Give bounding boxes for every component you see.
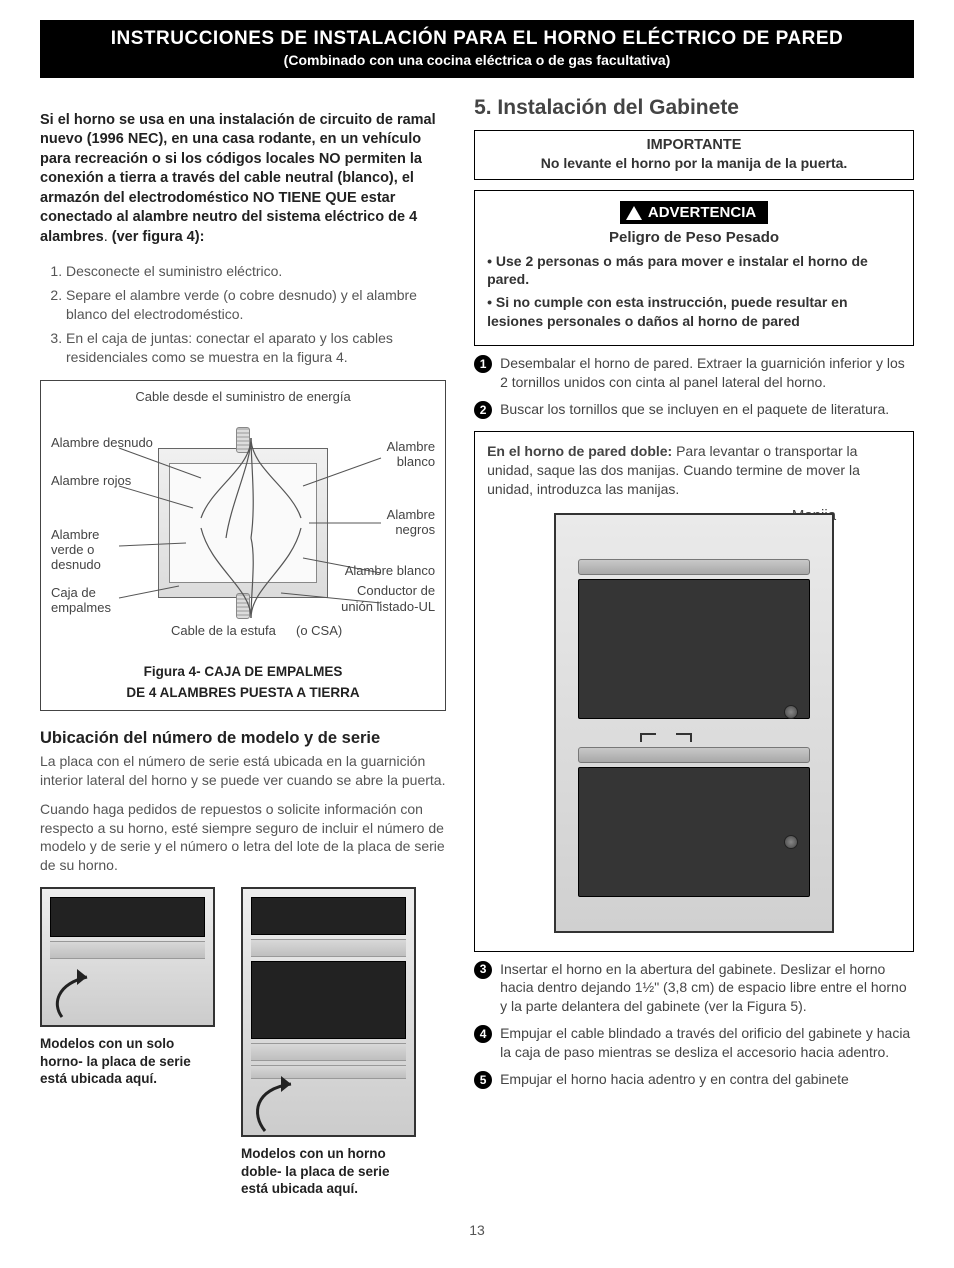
intro-paragraph: Si el horno se usa en una instalación de… bbox=[40, 111, 446, 248]
page: INSTRUCCIONES DE INSTALACIÓN PARA EL HOR… bbox=[0, 0, 954, 1268]
step-5: 5 Empujar el horno hacia adentro y en co… bbox=[474, 1070, 914, 1089]
fig4-top-label: Cable desde el suministro de energía bbox=[51, 389, 435, 404]
double-oven-figure: Manija bbox=[554, 513, 834, 933]
step-num-2-icon: 2 bbox=[474, 401, 492, 419]
step-4: 4 Empujar el cable blindado a través del… bbox=[474, 1024, 914, 1062]
double-oven-note-text: En el horno de pared doble: Para levanta… bbox=[487, 442, 901, 499]
fig4-caption-1: Figura 4- CAJA DE EMPALMES bbox=[51, 664, 435, 679]
wiring-step-3: En el caja de juntas: conectar el aparat… bbox=[66, 329, 446, 368]
fig4-label-verde: Alambre verde o desnudo bbox=[51, 528, 121, 573]
fig4-label-blanco-b: Alambre blanco bbox=[345, 564, 435, 579]
single-oven-arrow bbox=[42, 889, 213, 1025]
model-serial-heading: Ubicación del número de modelo y de seri… bbox=[40, 729, 446, 748]
single-oven-caption: Modelos con un solo horno- la placa de s… bbox=[40, 1035, 215, 1088]
warning-bullet-1: Use 2 personas o más para mover e instal… bbox=[487, 252, 901, 290]
double-oven-caption: Modelos con un horno doble- la placa de … bbox=[241, 1145, 416, 1198]
important-title: IMPORTANTE bbox=[485, 137, 903, 153]
fig4-label-estufa: Cable de la estufa bbox=[171, 624, 276, 639]
step-3: 3 Insertar el horno en la abertura del g… bbox=[474, 960, 914, 1017]
fig4-label-blanco-r: Alambre blanco bbox=[355, 440, 435, 470]
left-column: Si el horno se usa en una instalación de… bbox=[40, 96, 446, 1198]
oven-door-bottom bbox=[578, 767, 810, 897]
step-num-5-icon: 5 bbox=[474, 1071, 492, 1089]
fig4-caption-2: DE 4 ALAMBRES PUESTA A TIERRA bbox=[51, 685, 435, 700]
warning-flag-label: ADVERTENCIA bbox=[648, 204, 756, 221]
bracket-icon bbox=[636, 730, 696, 746]
step-num-3-icon: 3 bbox=[474, 961, 492, 979]
double-oven-arrow bbox=[243, 889, 414, 1135]
banner-subtitle: (Combinado con una cocina eléctrica o de… bbox=[50, 52, 904, 68]
step-1: 1 Desembalar el horno de pared. Extraer … bbox=[474, 354, 914, 392]
fig4-label-caja: Caja de empalmes bbox=[51, 586, 131, 616]
fig4-label-conductor1: Conductor de bbox=[357, 584, 435, 599]
warning-subheading: Peligro de Peso Pesado bbox=[487, 229, 901, 246]
double-oven-note-box: En el horno de pared doble: Para levanta… bbox=[474, 431, 914, 952]
fig4-label-csa: (o CSA) bbox=[296, 624, 342, 639]
intro-text: Si el horno se usa en una instalación de… bbox=[40, 112, 436, 245]
fig4-label-negros: Alambre negros bbox=[355, 508, 435, 538]
figure-4-box: Cable desde el suministro de energía bbox=[40, 380, 446, 711]
model-serial-p1: La placa con el número de serie está ubi… bbox=[40, 752, 446, 790]
knob-top bbox=[784, 705, 798, 719]
banner-title: INSTRUCCIONES DE INSTALACIÓN PARA EL HOR… bbox=[50, 28, 904, 50]
step-1-text: Desembalar el horno de pared. Extraer la… bbox=[500, 354, 914, 392]
note-lead: En el horno de pared doble: bbox=[487, 443, 676, 459]
fig4-label-conductor2: unión listado-UL bbox=[341, 600, 435, 615]
page-banner: INSTRUCCIONES DE INSTALACIÓN PARA EL HOR… bbox=[40, 20, 914, 78]
knob-bottom bbox=[784, 835, 798, 849]
oven-door-top bbox=[578, 579, 810, 719]
important-text: No levante el horno por la manija de la … bbox=[485, 155, 903, 171]
fig4-diagram: Alambre desnudo Alambre rojos Alambre ve… bbox=[51, 408, 435, 658]
single-oven-thumb-block: Modelos con un solo horno- la placa de s… bbox=[40, 887, 215, 1088]
step-num-1-icon: 1 bbox=[474, 355, 492, 373]
handle-bar-top bbox=[578, 559, 810, 575]
thumbnail-row: Modelos con un solo horno- la placa de s… bbox=[40, 887, 446, 1198]
important-box: IMPORTANTE No levante el horno por la ma… bbox=[474, 130, 914, 180]
step-2-text: Buscar los tornillos que se incluyen en … bbox=[500, 400, 889, 419]
fig4-label-rojos: Alambre rojos bbox=[51, 474, 131, 489]
warning-bullet-2: Si no cumple con esta instrucción, puede… bbox=[487, 293, 901, 331]
wiring-step-2: Separe el alambre verde (o cobre desnudo… bbox=[66, 286, 446, 325]
warning-bullets: Use 2 personas o más para mover e instal… bbox=[487, 252, 901, 332]
fig4-label-desnudo: Alambre desnudo bbox=[51, 436, 153, 451]
step-num-4-icon: 4 bbox=[474, 1025, 492, 1043]
warning-box: ADVERTENCIA Peligro de Peso Pesado Use 2… bbox=[474, 190, 914, 346]
warning-flag-wrap: ADVERTENCIA bbox=[487, 201, 901, 225]
double-oven-illustration bbox=[241, 887, 416, 1137]
wiring-steps-list: Desconecte el suministro eléctrico. Sepa… bbox=[40, 262, 446, 368]
double-oven-thumb-block: Modelos con un horno doble- la placa de … bbox=[241, 887, 416, 1198]
handle-bar-bottom bbox=[578, 747, 810, 763]
double-oven-cabinet bbox=[554, 513, 834, 933]
warning-triangle-icon bbox=[626, 206, 642, 220]
wiring-step-1: Desconecte el suministro eléctrico. bbox=[66, 262, 446, 282]
step-4-text: Empujar el cable blindado a través del o… bbox=[500, 1024, 914, 1062]
two-column-layout: Si el horno se usa en una instalación de… bbox=[40, 96, 914, 1198]
step-2: 2 Buscar los tornillos que se incluyen e… bbox=[474, 400, 914, 419]
right-column: 5. Instalación del Gabinete IMPORTANTE N… bbox=[474, 96, 914, 1089]
model-serial-p2: Cuando haga pedidos de repuestos o solic… bbox=[40, 800, 446, 876]
step-3-text: Insertar el horno en la abertura del gab… bbox=[500, 960, 914, 1017]
step-5-text: Empujar el horno hacia adentro y en cont… bbox=[500, 1070, 849, 1089]
page-number: 13 bbox=[40, 1222, 914, 1238]
intro-tail-bold: (ver figura 4): bbox=[112, 229, 205, 245]
intro-tail-normal: . bbox=[104, 229, 112, 245]
warning-flag: ADVERTENCIA bbox=[620, 201, 768, 224]
single-oven-illustration bbox=[40, 887, 215, 1027]
section-5-heading: 5. Instalación del Gabinete bbox=[474, 96, 914, 120]
